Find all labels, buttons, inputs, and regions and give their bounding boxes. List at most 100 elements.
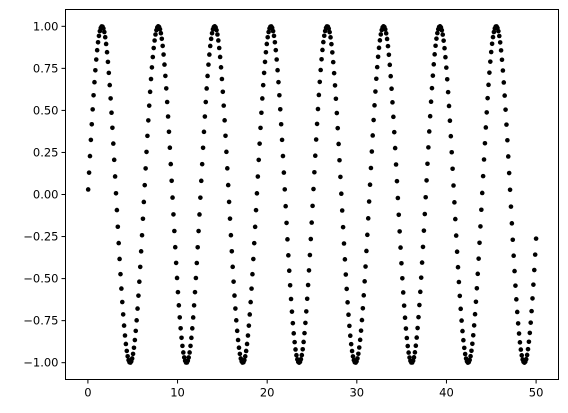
data-point: [168, 161, 174, 167]
data-point: [162, 62, 167, 67]
data-point: [444, 77, 450, 82]
data-point: [532, 252, 538, 257]
data-point: [385, 43, 391, 49]
data-point: [460, 328, 465, 334]
data-point: [343, 272, 349, 277]
data-point: [411, 355, 417, 360]
data-point: [397, 229, 402, 234]
data-point: [294, 352, 299, 358]
data-point: [327, 29, 332, 35]
data-point: [116, 240, 121, 246]
data-point: [233, 306, 238, 311]
data-point: [161, 52, 166, 57]
data-point: [481, 157, 487, 162]
data-point: [244, 341, 250, 347]
data-point: [431, 62, 437, 67]
y-tick-label: 0.25: [33, 145, 59, 159]
data-point: [501, 80, 507, 85]
data-point: [306, 268, 312, 273]
data-point: [166, 129, 172, 135]
data-point: [273, 47, 279, 53]
data-point: [318, 67, 323, 73]
data-point: [159, 36, 165, 42]
data-point: [261, 70, 267, 76]
data-point: [477, 240, 482, 246]
data-point: [387, 62, 393, 68]
data-point: [93, 57, 99, 62]
data-point: [475, 271, 481, 277]
data-point: [450, 166, 455, 172]
data-point: [513, 283, 518, 288]
data-point: [504, 122, 509, 127]
data-point: [503, 107, 508, 112]
data-point: [118, 271, 123, 277]
y-tick-label: 0.50: [33, 103, 59, 117]
data-point: [474, 285, 480, 291]
data-point: [245, 333, 251, 338]
data-point: [350, 354, 356, 359]
data-point: [284, 220, 289, 226]
data-point: [519, 353, 525, 358]
y-tick-label: 0.75: [33, 61, 59, 75]
data-point: [404, 335, 410, 341]
data-point: [251, 240, 257, 246]
data-point: [509, 221, 515, 226]
data-point: [160, 43, 165, 49]
data-point: [456, 279, 462, 285]
data-point: [293, 347, 298, 352]
data-point: [119, 299, 125, 305]
data-point: [403, 326, 409, 331]
data-point: [329, 41, 334, 47]
data-point: [378, 32, 384, 37]
data-point: [266, 29, 271, 35]
data-point: [367, 182, 373, 188]
data-point: [189, 335, 194, 341]
data-point: [483, 125, 489, 130]
data-point: [373, 89, 378, 94]
data-point: [265, 34, 271, 40]
data-point: [395, 195, 401, 201]
data-point: [345, 300, 350, 305]
data-point: [177, 315, 183, 320]
data-point: [458, 306, 463, 312]
data-point: [486, 82, 491, 88]
data-point: [247, 312, 253, 317]
data-point: [194, 260, 200, 266]
data-point: [496, 33, 502, 39]
x-tick-label: 0: [84, 386, 91, 400]
data-point: [180, 343, 185, 349]
data-point: [92, 79, 97, 85]
data-point: [221, 103, 227, 108]
data-point: [347, 333, 353, 339]
data-point: [227, 216, 233, 221]
data-point: [489, 41, 495, 47]
data-point: [276, 79, 281, 85]
data-point: [229, 249, 235, 254]
data-point: [372, 103, 377, 108]
data-point: [396, 212, 402, 218]
data-point: [344, 286, 349, 292]
data-point: [257, 141, 262, 146]
data-point: [223, 133, 228, 139]
data-point: [132, 337, 138, 343]
data-point: [242, 357, 247, 363]
data-point: [348, 341, 354, 347]
data-point: [416, 314, 421, 320]
data-point: [275, 67, 280, 73]
data-point: [532, 267, 537, 273]
data-point: [90, 107, 95, 112]
data-point: [113, 190, 119, 196]
data-point: [152, 38, 157, 43]
data-point: [371, 117, 376, 123]
data-point: [453, 233, 459, 238]
data-point: [441, 38, 446, 43]
data-point: [125, 354, 130, 359]
data-point: [301, 339, 306, 345]
data-point: [445, 89, 451, 95]
data-point: [111, 157, 117, 163]
data-point: [526, 339, 532, 345]
data-point: [186, 355, 192, 360]
data-point: [312, 153, 318, 159]
data-point: [237, 351, 243, 357]
data-point: [428, 99, 434, 104]
